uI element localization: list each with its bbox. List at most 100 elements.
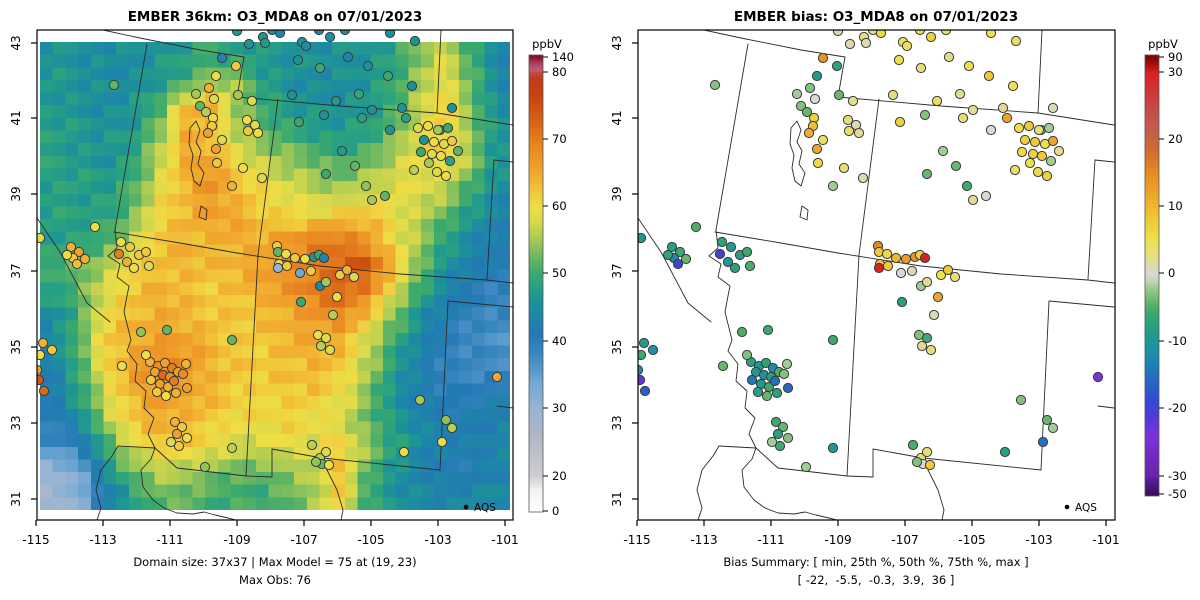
- colorbar-step: [529, 266, 543, 268]
- colorbar-step: [529, 259, 543, 261]
- colorbar-step: [529, 124, 543, 126]
- model-grid-cell: [192, 282, 206, 296]
- model-grid-cell: [471, 370, 485, 384]
- model-grid-cell: [243, 105, 257, 119]
- colorbar-step: [529, 104, 543, 106]
- colorbar-step: [1145, 312, 1159, 314]
- model-grid-cell: [154, 497, 168, 511]
- colorbar-step: [529, 81, 543, 83]
- model-grid-cell: [408, 370, 422, 384]
- model-grid-cell: [192, 181, 206, 194]
- colorbar-step: [1145, 124, 1159, 126]
- model-grid-cell: [128, 484, 142, 498]
- state-border-line: [1087, 159, 1096, 280]
- colorbar-step: [529, 408, 543, 410]
- colorbar-step: [529, 323, 543, 325]
- aqs-station-bias: [638, 349, 647, 361]
- colorbar-step: [1145, 309, 1159, 311]
- colorbar-step: [1145, 87, 1159, 89]
- colorbar-step: [529, 410, 543, 412]
- colorbar-step: [1145, 490, 1159, 492]
- colorbar-step: [529, 108, 543, 110]
- model-grid-cell: [294, 206, 307, 220]
- model-grid-cell: [357, 497, 371, 511]
- model-grid-cell: [382, 446, 396, 460]
- colorbar-step: [1145, 289, 1159, 291]
- model-grid-cell: [395, 79, 409, 93]
- colorbar-tick-label: 0: [552, 504, 559, 518]
- y-tick-label: 33: [9, 415, 23, 430]
- model-grid-cell: [421, 257, 434, 270]
- model-grid-cell: [78, 345, 91, 359]
- colorbar-step: [1145, 214, 1159, 216]
- model-grid-cell: [65, 231, 79, 245]
- model-grid-cell: [382, 472, 396, 485]
- model-grid-cell: [78, 332, 91, 346]
- model-grid-cell: [306, 231, 320, 245]
- model-grid-cell: [421, 320, 434, 334]
- colorbar-step: [1145, 258, 1159, 260]
- colorbar-step: [1145, 69, 1159, 71]
- colorbar-step: [529, 209, 543, 211]
- colorbar-step: [1145, 365, 1159, 367]
- model-grid-cell: [382, 105, 396, 119]
- aqs-station-bias: [857, 172, 869, 184]
- model-grid-cell: [217, 282, 231, 296]
- aqs-station-obs: [180, 358, 192, 370]
- colorbar-step: [1145, 232, 1159, 234]
- colorbar-step: [1145, 377, 1159, 379]
- model-grid-cell: [192, 497, 206, 511]
- model-grid-cell: [382, 497, 396, 511]
- model-grid-cell: [459, 130, 473, 144]
- model-grid-cell: [459, 117, 473, 131]
- colorbar-step: [1145, 354, 1159, 356]
- left-plot-box: [36, 29, 514, 521]
- colorbar-step: [1145, 90, 1159, 92]
- model-grid-cell: [116, 421, 130, 435]
- model-grid-cell: [446, 472, 460, 485]
- model-grid-cell: [141, 332, 155, 346]
- model-grid-cell: [192, 269, 206, 283]
- model-grid-cell: [497, 42, 511, 55]
- colorbar-step: [529, 168, 543, 170]
- model-grid-cell: [230, 244, 244, 258]
- colorbar-step: [1145, 358, 1159, 360]
- model-grid-cell: [395, 434, 409, 447]
- colorbar-step: [1145, 249, 1159, 251]
- model-grid-cell: [306, 79, 320, 93]
- model-grid-cell: [484, 332, 498, 346]
- colorbar-step: [1145, 251, 1159, 253]
- aqs-station-bias: [741, 246, 753, 258]
- colorbar-step: [1145, 174, 1159, 176]
- colorbar-step: [1145, 453, 1159, 455]
- model-grid-cell: [370, 79, 384, 93]
- colorbar-step: [1145, 83, 1159, 85]
- colorbar-step: [529, 458, 543, 460]
- colorbar-step: [1145, 317, 1159, 319]
- model-grid-cell: [408, 459, 422, 473]
- colorbar-step: [1145, 487, 1159, 489]
- model-grid-cell: [421, 231, 434, 245]
- colorbar-step: [1145, 368, 1159, 370]
- model-grid-cell: [332, 332, 346, 346]
- model-grid-cell: [217, 294, 231, 308]
- colorbar-step: [1145, 57, 1159, 59]
- model-grid-cell: [446, 396, 460, 409]
- model-grid-cell: [319, 484, 333, 498]
- aqs-station-obs: [334, 269, 346, 281]
- model-grid-cell: [255, 257, 269, 270]
- aqs-station-obs: [292, 54, 304, 66]
- model-grid-cell: [179, 459, 193, 473]
- model-grid-cell: [217, 67, 231, 81]
- colorbar-step: [529, 329, 543, 331]
- model-grid-cell: [103, 307, 117, 321]
- model-grid-cell: [344, 244, 358, 258]
- left-axes: -115 -113 -111 -109 -107 -105 -103 -10143413937…: [9, 35, 519, 547]
- model-grid-cell: [230, 42, 244, 55]
- colorbar-step: [1145, 160, 1159, 162]
- model-grid-cell: [52, 459, 66, 473]
- aqs-station-bias: [781, 358, 793, 370]
- model-grid-cell: [370, 320, 384, 334]
- colorbar-step: [1145, 198, 1159, 200]
- model-grid-cell: [179, 257, 193, 270]
